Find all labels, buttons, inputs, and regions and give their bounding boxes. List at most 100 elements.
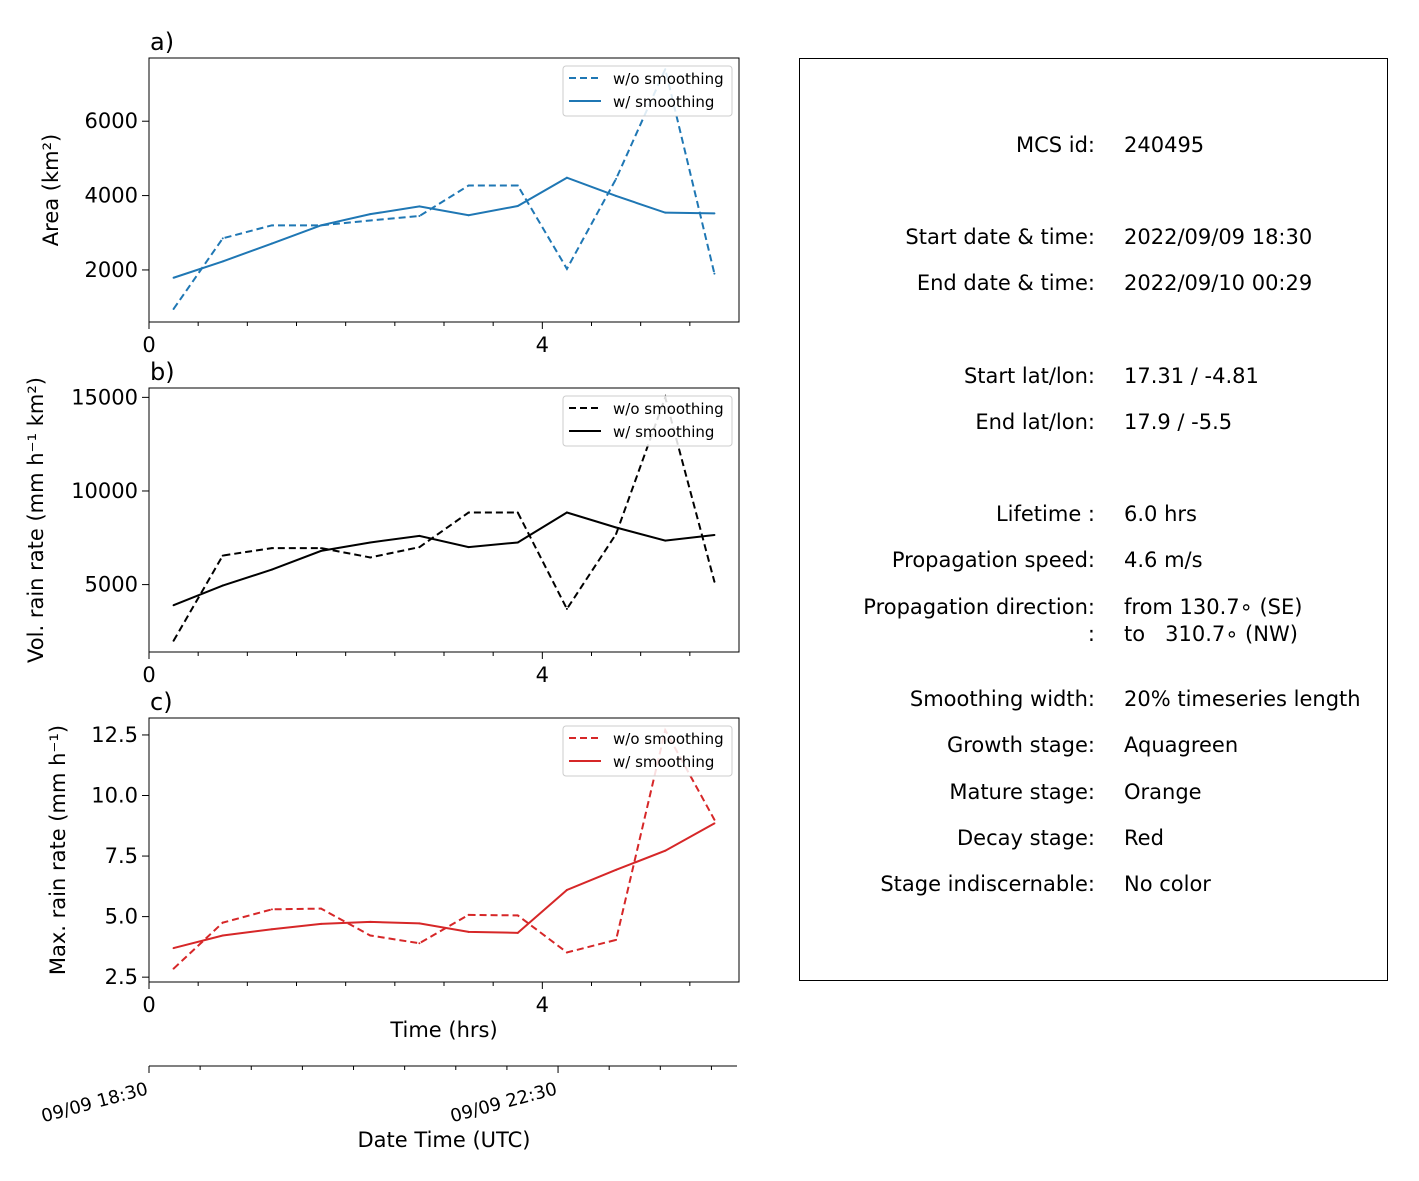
y-tick-label: 5.0 (105, 905, 138, 929)
y-tick-label: 2000 (85, 258, 138, 282)
data-point-smoothing (221, 934, 224, 937)
y-tick-label: 10.0 (91, 784, 138, 808)
data-point-no-smoothing (467, 184, 470, 187)
data-point-smoothing (270, 928, 273, 931)
data-point-smoothing (615, 526, 618, 529)
info-row-prop-speed: Propagation speed: 4.6 m/s (800, 548, 1389, 572)
legend-box (562, 65, 733, 117)
y-tick-label: 4000 (85, 184, 138, 208)
data-point-smoothing (418, 922, 421, 925)
data-point-smoothing (221, 260, 224, 263)
start-latlon-value: 17.31 / -4.81 (1124, 364, 1259, 388)
data-point-no-smoothing (615, 938, 618, 941)
data-point-smoothing (270, 568, 273, 571)
mcs-id-label: MCS id: (1015, 133, 1095, 157)
legend-label-smoothing: w/ smoothing (613, 423, 714, 441)
mcs-id-value: 240495 (1124, 133, 1205, 157)
data-point-no-smoothing (565, 267, 568, 270)
data-point-smoothing (320, 549, 323, 552)
data-point-smoothing (565, 511, 568, 514)
legend-label-no-smoothing: w/o smoothing (613, 70, 724, 88)
x-tick-label: 0 (142, 993, 155, 1017)
data-point-no-smoothing (221, 237, 224, 240)
data-point-smoothing (516, 931, 519, 934)
datetime-axis-label: Date Time (UTC) (358, 1128, 531, 1152)
info-row-smoothing-width: Smoothing width: 20% timeseries length (800, 687, 1389, 711)
data-point-smoothing (467, 546, 470, 549)
decay-stage-value: Red (1124, 826, 1164, 850)
data-point-smoothing (516, 204, 519, 207)
data-point-no-smoothing (418, 942, 421, 945)
data-point-smoothing (713, 212, 716, 215)
data-point-no-smoothing (320, 907, 323, 910)
data-point-smoothing (320, 224, 323, 227)
legend-box (562, 395, 733, 447)
start-latlon-label: Start lat/lon: (963, 364, 1095, 388)
info-row-prop-dir-to: : to 310.7∘ (NW) (800, 622, 1389, 646)
info-row-growth-stage: Growth stage: Aquagreen (800, 733, 1389, 757)
data-point-smoothing (418, 534, 421, 537)
info-row-mature-stage: Mature stage: Orange (800, 780, 1389, 804)
end-time-value: 2022/09/10 00:29 (1124, 271, 1313, 295)
info-row-mcs-id: MCS id: 240495 (800, 133, 1389, 157)
start-time-label: Start date & time: (905, 225, 1095, 249)
data-point-no-smoothing (516, 914, 519, 917)
info-row-start-latlon: Start lat/lon: 17.31 / -4.81 (800, 364, 1389, 388)
data-point-smoothing (172, 604, 175, 607)
end-latlon-value: 17.9 / -5.5 (1124, 410, 1233, 434)
data-point-no-smoothing (270, 547, 273, 550)
data-point-smoothing (172, 276, 175, 279)
data-point-no-smoothing (565, 607, 568, 610)
data-point-no-smoothing (369, 934, 372, 937)
data-point-no-smoothing (467, 913, 470, 916)
data-point-no-smoothing (615, 533, 618, 536)
data-point-no-smoothing (221, 554, 224, 557)
x-tick-label: 4 (536, 663, 549, 687)
data-point-smoothing (664, 849, 667, 852)
panel-label: c) (150, 688, 173, 716)
mcs-info-panel: MCS id: 240495 Start date & time: 2022/0… (799, 58, 1388, 981)
panel-label: a) (150, 28, 174, 56)
data-point-smoothing (615, 194, 618, 197)
chart-panel-3: c) 0 4 2.5 5.0 7.5 10.0 12.5 Max. rain rate (mm … (46, 688, 740, 1017)
data-point-no-smoothing (221, 921, 224, 924)
data-point-smoothing (615, 868, 618, 871)
y-tick-label: 12.5 (91, 723, 138, 747)
x-tick-label: 0 (142, 663, 155, 687)
series-line-smoothing (173, 822, 715, 950)
data-point-smoothing (221, 584, 224, 587)
x-tick-label: 4 (536, 333, 549, 357)
y-tick-label: 10000 (71, 479, 138, 503)
smoothing-width-label: Smoothing width: (909, 687, 1095, 711)
prop-dir-label: Propagation direction: (863, 595, 1095, 619)
data-point-no-smoothing (418, 215, 421, 218)
growth-stage-label: Growth stage: (946, 733, 1095, 757)
y-tick-label: 5000 (85, 573, 138, 597)
mature-stage-value: Orange (1124, 780, 1202, 804)
start-time-value: 2022/09/09 18:30 (1124, 225, 1313, 249)
data-point-no-smoothing (172, 639, 175, 642)
info-row-prop-dir: Propagation direction: from 130.7∘ (SE) (800, 595, 1389, 619)
legend-label-no-smoothing: w/o smoothing (613, 730, 724, 748)
lifetime-label: Lifetime : (995, 502, 1095, 526)
legend-label-smoothing: w/ smoothing (613, 753, 714, 771)
data-point-no-smoothing (418, 546, 421, 549)
legend-label-no-smoothing: w/o smoothing (613, 400, 724, 418)
data-point-no-smoothing (369, 219, 372, 222)
data-point-smoothing (713, 533, 716, 536)
data-point-no-smoothing (172, 967, 175, 970)
end-time-label: End date & time: (916, 271, 1095, 295)
series-line-no-smoothing (172, 394, 716, 642)
timeseries-figure: a) 0 4 2000 4000 6000 Area (km²) w/o smoothing w… (24, 28, 740, 1152)
info-row-start-time: Start date & time: 2022/09/09 18:30 (800, 225, 1389, 249)
x-tick-label: 4 (536, 993, 549, 1017)
info-row-end-latlon: End lat/lon: 17.9 / -5.5 (800, 410, 1389, 434)
data-point-smoothing (270, 242, 273, 245)
y-axis-label: Vol. rain rate (mm h⁻¹ km²) (24, 377, 48, 663)
decay-stage-label: Decay stage: (957, 826, 1095, 850)
data-point-no-smoothing (467, 511, 470, 514)
y-axis-label: Max. rain rate (mm h⁻¹) (46, 725, 70, 975)
data-point-smoothing (467, 214, 470, 217)
datetime-tick-label: 09/09 22:30 (448, 1079, 559, 1128)
